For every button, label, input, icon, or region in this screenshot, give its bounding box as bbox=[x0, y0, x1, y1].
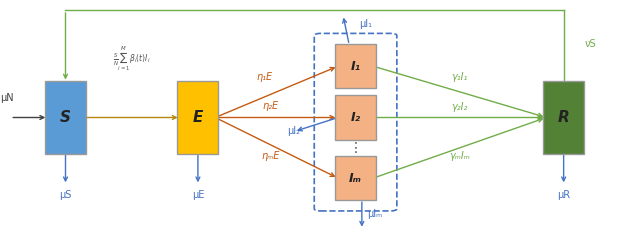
Text: μE: μE bbox=[192, 190, 204, 200]
Text: μN: μN bbox=[1, 94, 14, 103]
Text: μI₂: μI₂ bbox=[287, 126, 300, 136]
Text: μIₘ: μIₘ bbox=[367, 209, 382, 219]
FancyBboxPatch shape bbox=[335, 44, 376, 88]
Text: μS: μS bbox=[60, 190, 72, 200]
Text: γ₂I₂: γ₂I₂ bbox=[451, 102, 468, 112]
FancyBboxPatch shape bbox=[335, 156, 376, 200]
Text: η₂E: η₂E bbox=[262, 101, 278, 111]
Text: γₘIₘ: γₘIₘ bbox=[449, 151, 470, 161]
Text: μI₁: μI₁ bbox=[358, 19, 372, 29]
Text: η₁E: η₁E bbox=[256, 72, 272, 82]
Text: γ₁I₁: γ₁I₁ bbox=[451, 72, 468, 82]
FancyBboxPatch shape bbox=[177, 81, 218, 154]
Text: νS: νS bbox=[584, 39, 596, 49]
FancyBboxPatch shape bbox=[543, 81, 584, 154]
Text: ⋮: ⋮ bbox=[349, 141, 362, 155]
Text: ηₘE: ηₘE bbox=[261, 151, 280, 161]
Text: I₂: I₂ bbox=[351, 111, 360, 124]
Text: μR: μR bbox=[557, 190, 570, 200]
FancyBboxPatch shape bbox=[335, 95, 376, 140]
Text: I₁: I₁ bbox=[351, 60, 360, 73]
Text: R: R bbox=[558, 110, 570, 125]
Text: Iₘ: Iₘ bbox=[349, 172, 362, 185]
FancyBboxPatch shape bbox=[45, 81, 86, 154]
Text: $\frac{S}{N}\sum_{i=1}^{M}\beta_i(t)I_i$: $\frac{S}{N}\sum_{i=1}^{M}\beta_i(t)I_i$ bbox=[113, 44, 150, 73]
Text: E: E bbox=[193, 110, 203, 125]
Text: S: S bbox=[60, 110, 71, 125]
